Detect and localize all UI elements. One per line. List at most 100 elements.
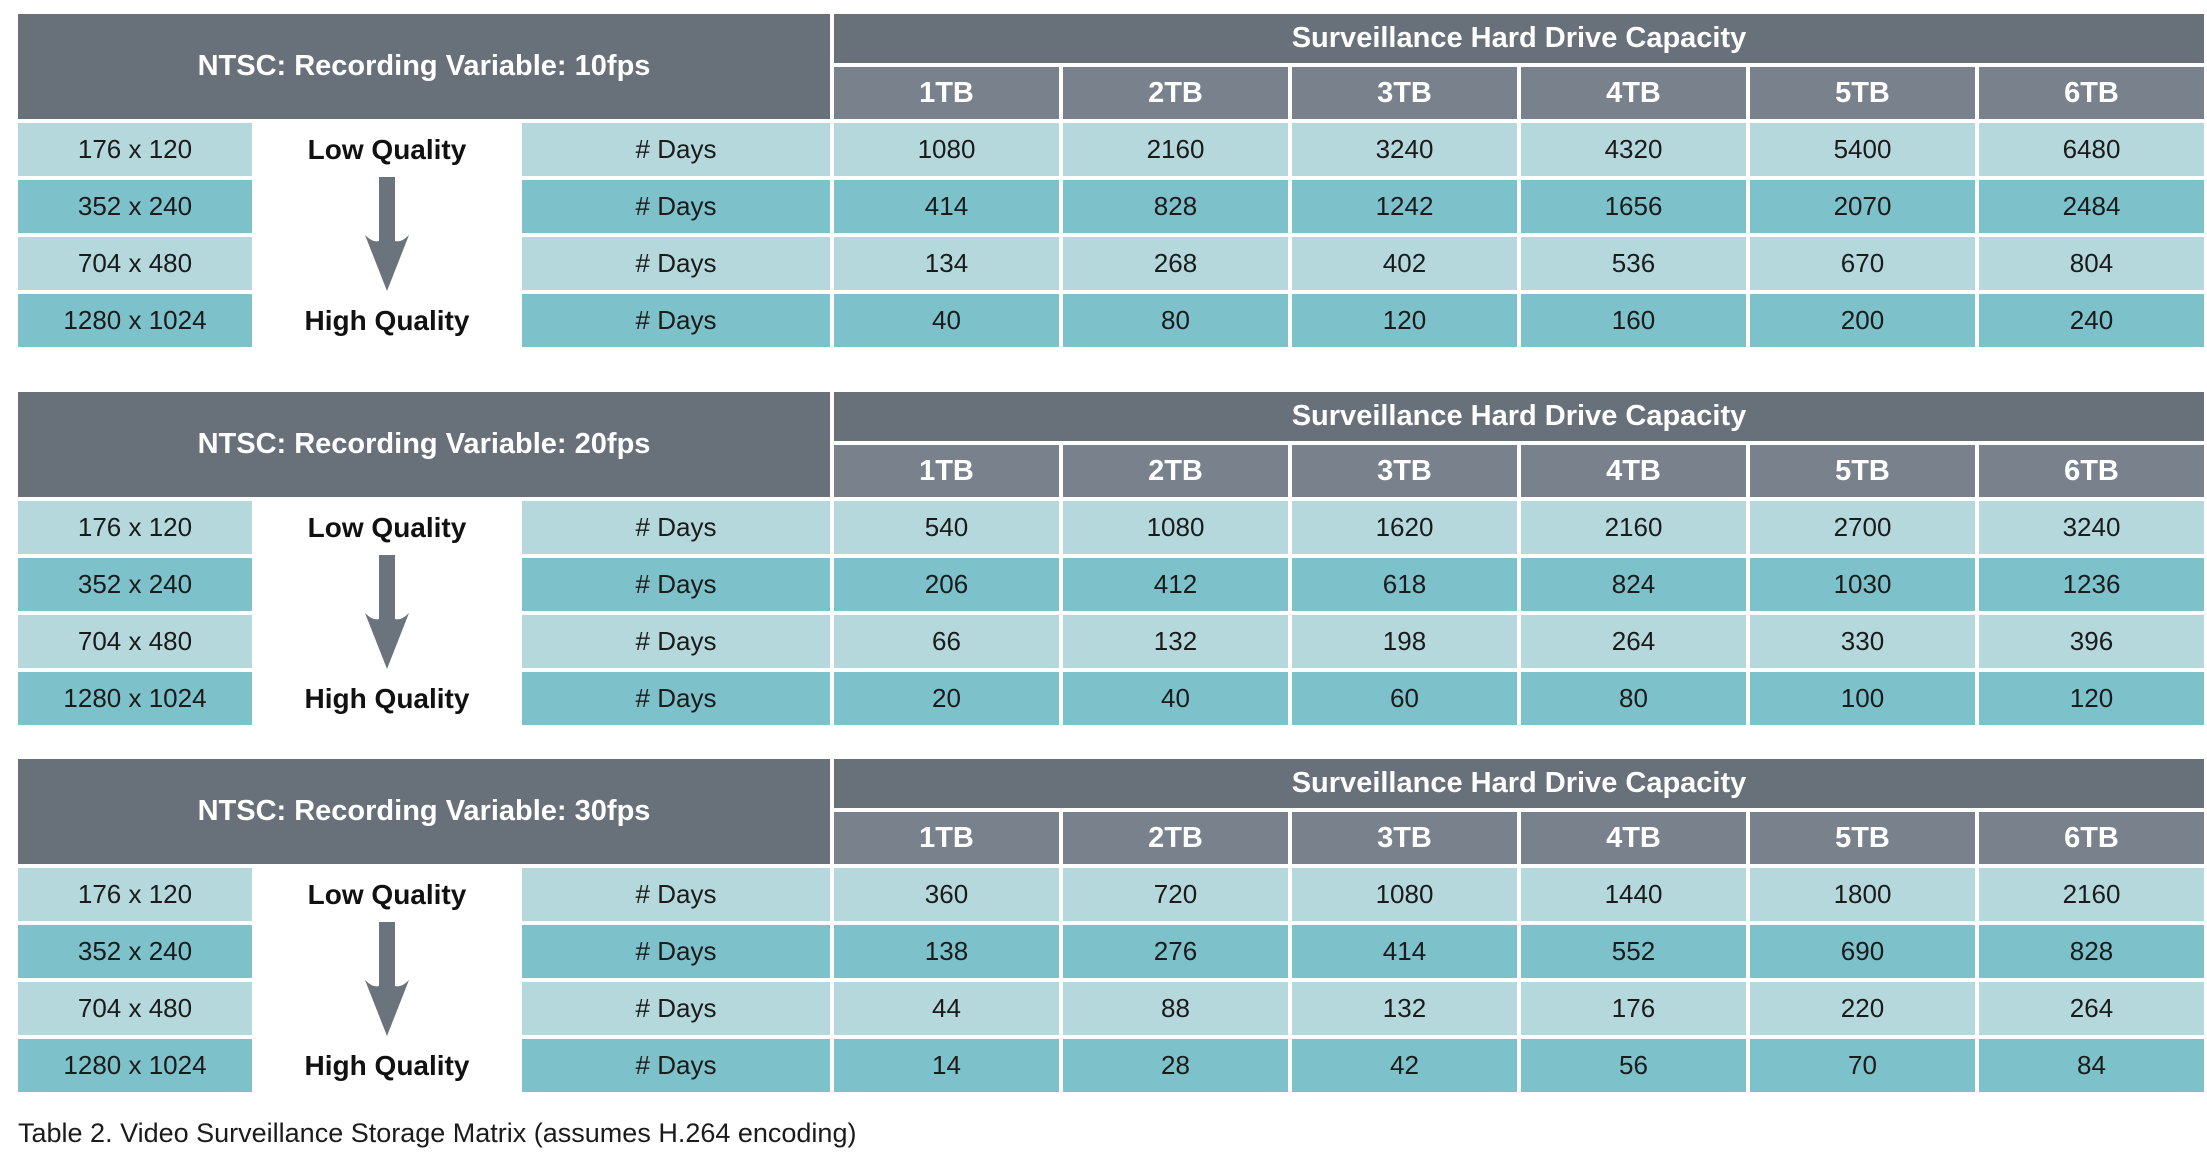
storage-table-10fps: NTSC: Recording Variable: 10fps Surveill… bbox=[18, 14, 2204, 347]
quality-column: Low Quality High Quality bbox=[256, 123, 518, 347]
value-cell: 134 bbox=[834, 237, 1059, 290]
value-cell: 220 bbox=[1750, 982, 1975, 1035]
value-cell: 618 bbox=[1292, 558, 1517, 611]
resolution-cell: 1280 x 1024 bbox=[18, 294, 252, 347]
resolution-cell: 352 x 240 bbox=[18, 558, 252, 611]
value-cell: 40 bbox=[834, 294, 1059, 347]
col-header-6tb: 6TB bbox=[1979, 67, 2204, 119]
value-cell: 2160 bbox=[1521, 501, 1746, 554]
value-cell: 414 bbox=[1292, 925, 1517, 978]
value-cell: 414 bbox=[834, 180, 1059, 233]
value-cell: 80 bbox=[1521, 672, 1746, 725]
resolution-cell: 352 x 240 bbox=[18, 180, 252, 233]
low-quality-label: Low Quality bbox=[307, 878, 467, 910]
value-cell: 1620 bbox=[1292, 501, 1517, 554]
value-cell: 132 bbox=[1063, 615, 1288, 668]
col-header-5tb: 5TB bbox=[1750, 445, 1975, 497]
value-cell: 1242 bbox=[1292, 180, 1517, 233]
col-header-2tb: 2TB bbox=[1063, 445, 1288, 497]
value-cell: 1030 bbox=[1750, 558, 1975, 611]
value-cell: 138 bbox=[834, 925, 1059, 978]
value-cell: 20 bbox=[834, 672, 1059, 725]
resolution-cell: 176 x 120 bbox=[18, 868, 252, 921]
col-header-3tb: 3TB bbox=[1292, 445, 1517, 497]
table-caption: Table 2. Video Surveillance Storage Matr… bbox=[18, 1118, 857, 1148]
high-quality-label: High Quality bbox=[304, 304, 470, 336]
days-cell: # Days bbox=[522, 180, 830, 233]
value-cell: 80 bbox=[1063, 294, 1288, 347]
days-cell: # Days bbox=[522, 123, 830, 176]
value-cell: 268 bbox=[1063, 237, 1288, 290]
table-title: NTSC: Recording Variable: 30fps bbox=[18, 759, 830, 864]
capacity-header: Surveillance Hard Drive Capacity bbox=[834, 759, 2204, 808]
value-cell: 44 bbox=[834, 982, 1059, 1035]
col-header-4tb: 4TB bbox=[1521, 445, 1746, 497]
col-header-6tb: 6TB bbox=[1979, 812, 2204, 864]
value-cell: 2700 bbox=[1750, 501, 1975, 554]
value-cell: 132 bbox=[1292, 982, 1517, 1035]
value-cell: 1440 bbox=[1521, 868, 1746, 921]
resolution-cell: 176 x 120 bbox=[18, 123, 252, 176]
resolution-cell: 704 x 480 bbox=[18, 615, 252, 668]
col-header-1tb: 1TB bbox=[834, 67, 1059, 119]
high-quality-label: High Quality bbox=[304, 1049, 470, 1081]
resolution-cell: 1280 x 1024 bbox=[18, 672, 252, 725]
value-cell: 536 bbox=[1521, 237, 1746, 290]
days-cell: # Days bbox=[522, 1039, 830, 1092]
value-cell: 264 bbox=[1521, 615, 1746, 668]
col-header-5tb: 5TB bbox=[1750, 812, 1975, 864]
value-cell: 396 bbox=[1979, 615, 2204, 668]
value-cell: 1080 bbox=[1292, 868, 1517, 921]
value-cell: 360 bbox=[834, 868, 1059, 921]
value-cell: 402 bbox=[1292, 237, 1517, 290]
resolution-cell: 176 x 120 bbox=[18, 501, 252, 554]
value-cell: 690 bbox=[1750, 925, 1975, 978]
value-cell: 66 bbox=[834, 615, 1059, 668]
value-cell: 42 bbox=[1292, 1039, 1517, 1092]
quality-column: Low Quality High Quality bbox=[256, 501, 518, 725]
col-header-2tb: 2TB bbox=[1063, 812, 1288, 864]
table-title: NTSC: Recording Variable: 20fps bbox=[18, 392, 830, 497]
storage-table-20fps: NTSC: Recording Variable: 20fps Surveill… bbox=[18, 392, 2204, 725]
value-cell: 3240 bbox=[1979, 501, 2204, 554]
value-cell: 276 bbox=[1063, 925, 1288, 978]
value-cell: 56 bbox=[1521, 1039, 1746, 1092]
value-cell: 720 bbox=[1063, 868, 1288, 921]
col-header-4tb: 4TB bbox=[1521, 812, 1746, 864]
value-cell: 120 bbox=[1292, 294, 1517, 347]
col-header-1tb: 1TB bbox=[834, 812, 1059, 864]
value-cell: 824 bbox=[1521, 558, 1746, 611]
value-cell: 100 bbox=[1750, 672, 1975, 725]
days-cell: # Days bbox=[522, 868, 830, 921]
value-cell: 552 bbox=[1521, 925, 1746, 978]
storage-table-30fps: NTSC: Recording Variable: 30fps Surveill… bbox=[18, 759, 2204, 1092]
value-cell: 1800 bbox=[1750, 868, 1975, 921]
quality-column: Low Quality High Quality bbox=[256, 868, 518, 1092]
days-cell: # Days bbox=[522, 294, 830, 347]
value-cell: 3240 bbox=[1292, 123, 1517, 176]
resolution-cell: 704 x 480 bbox=[18, 982, 252, 1035]
value-cell: 240 bbox=[1979, 294, 2204, 347]
capacity-header: Surveillance Hard Drive Capacity bbox=[834, 14, 2204, 63]
resolution-cell: 1280 x 1024 bbox=[18, 1039, 252, 1092]
value-cell: 264 bbox=[1979, 982, 2204, 1035]
value-cell: 14 bbox=[834, 1039, 1059, 1092]
value-cell: 1080 bbox=[834, 123, 1059, 176]
down-arrow-icon bbox=[365, 922, 409, 1036]
value-cell: 88 bbox=[1063, 982, 1288, 1035]
down-arrow-icon bbox=[365, 555, 409, 669]
value-cell: 4320 bbox=[1521, 123, 1746, 176]
value-cell: 2160 bbox=[1979, 868, 2204, 921]
value-cell: 828 bbox=[1979, 925, 2204, 978]
days-cell: # Days bbox=[522, 615, 830, 668]
value-cell: 5400 bbox=[1750, 123, 1975, 176]
value-cell: 1080 bbox=[1063, 501, 1288, 554]
col-header-4tb: 4TB bbox=[1521, 67, 1746, 119]
value-cell: 28 bbox=[1063, 1039, 1288, 1092]
value-cell: 670 bbox=[1750, 237, 1975, 290]
low-quality-label: Low Quality bbox=[307, 133, 467, 165]
value-cell: 2484 bbox=[1979, 180, 2204, 233]
value-cell: 6480 bbox=[1979, 123, 2204, 176]
table-title: NTSC: Recording Variable: 10fps bbox=[18, 14, 830, 119]
